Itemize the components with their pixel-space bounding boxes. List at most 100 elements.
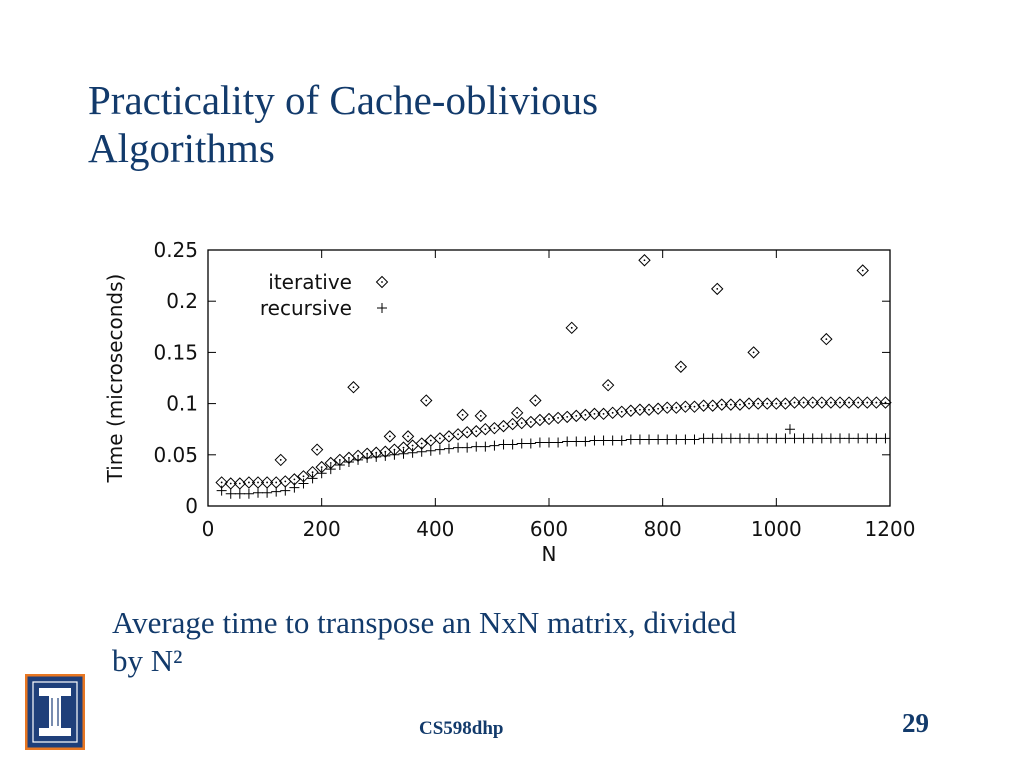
x-tick-label: 600 (530, 517, 568, 541)
recursive-point (316, 468, 327, 479)
iterative-point (697, 399, 710, 412)
iterative-point-dot (857, 401, 860, 404)
recursive-point (762, 433, 773, 444)
iterative-point (274, 453, 287, 467)
iterative-point-dot (602, 412, 605, 415)
recursive-point (707, 433, 718, 444)
recursive-point (725, 433, 736, 444)
recursive-point (580, 436, 591, 447)
iterative-point (456, 408, 469, 422)
iterative-point-dot (766, 402, 769, 405)
recursive-point (243, 488, 254, 499)
iterative-point (851, 396, 865, 409)
chart-caption-line-1: Average time to transpose an NxN matrix,… (112, 605, 737, 640)
iterative-point-dot (866, 401, 869, 404)
iterative-point (347, 381, 360, 394)
iterative-point-dot (461, 413, 464, 416)
iterative-point-dot (825, 338, 828, 340)
recursive-point (480, 441, 491, 452)
university-of-illinois-logo-icon (25, 674, 85, 750)
iterative-point-dot (302, 475, 305, 478)
y-tick-label: 0 (185, 494, 198, 518)
iterative-point-dot (248, 481, 250, 484)
iterative-point-dot (620, 410, 623, 413)
recursive-point (771, 433, 782, 444)
chart-caption-line-2: by N² (112, 643, 183, 678)
x-tick-label: 1200 (865, 517, 916, 541)
recursive-point (389, 449, 400, 460)
x-axis-label: N (542, 542, 557, 566)
iterative-point-dot (607, 384, 610, 387)
recursive-point (398, 448, 409, 459)
y-tick-label: 0.15 (153, 340, 198, 364)
iterative-point-dot (516, 411, 519, 414)
iterative-point-dot (875, 401, 878, 404)
iterative-point (642, 403, 656, 416)
y-tick-label: 0.1 (166, 392, 198, 416)
iterative-point-dot (811, 401, 814, 404)
iterative-point-dot (238, 482, 241, 485)
recursive-point (334, 460, 345, 471)
iterative-point-dot (784, 402, 787, 405)
x-tick-label: 400 (416, 517, 454, 541)
iterative-point-dot (752, 351, 755, 354)
recursive-point (453, 442, 464, 453)
recursive-point (553, 437, 564, 448)
recursive-point (371, 451, 382, 462)
iterative-point-dot (720, 403, 723, 406)
iterative-point-dot (557, 417, 559, 419)
iterative-point (747, 346, 760, 359)
iterative-point-dot (666, 406, 669, 409)
recursive-point (562, 436, 573, 447)
recursive-point (298, 478, 309, 489)
iterative-point (706, 399, 719, 412)
recursive-point (853, 433, 864, 444)
iterative-point-dot (748, 402, 750, 405)
iterative-point-dot (293, 478, 296, 481)
iterative-point-dot (648, 408, 650, 411)
iterative-point (724, 398, 738, 411)
iterative-point (242, 476, 256, 489)
iterative-point (842, 396, 856, 409)
iterative-point-dot (757, 402, 760, 405)
recursive-point (234, 488, 245, 499)
recursive-point (544, 437, 554, 448)
iterative-point-dot (643, 259, 646, 262)
recursive-point (498, 439, 509, 450)
iterative-point-dot (448, 435, 450, 438)
recursive-point (716, 433, 727, 444)
iterative-point-dot (848, 401, 850, 404)
recursive-point (753, 433, 764, 444)
recursive-point (516, 438, 527, 449)
iterative-point (420, 394, 433, 407)
recursive-point (789, 433, 800, 444)
recursive-point (534, 437, 545, 448)
recursive-point (380, 450, 391, 461)
recursive-point (443, 443, 454, 454)
iterative-point (833, 396, 847, 409)
iterative-point-dot (684, 405, 687, 408)
iterative-point-dot (229, 482, 232, 485)
iterative-point-dot (402, 446, 405, 449)
recursive-point (280, 485, 291, 496)
recursive-point (698, 433, 709, 444)
recursive-point (807, 433, 818, 444)
legend-label-iterative: iterative (268, 270, 352, 294)
iterative-point (533, 413, 547, 427)
iterative-point-dot (466, 431, 469, 434)
iterative-point-dot (820, 401, 823, 404)
iterative-point-dot (220, 481, 223, 484)
recursive-point (871, 433, 882, 444)
recursive-point (816, 433, 827, 444)
iterative-point-dot (511, 423, 514, 425)
iterative-point-dot (407, 435, 409, 438)
legend-marker-iterative-dot (381, 281, 383, 283)
recursive-point (734, 433, 745, 444)
recursive-point (362, 452, 373, 463)
iterative-point-dot (457, 433, 459, 436)
iterative-point-dot (257, 481, 259, 484)
iterative-point (751, 397, 765, 410)
iterative-point-dot (352, 386, 355, 389)
iterative-point-dot (629, 409, 632, 412)
slide-number: 29 (902, 708, 929, 738)
